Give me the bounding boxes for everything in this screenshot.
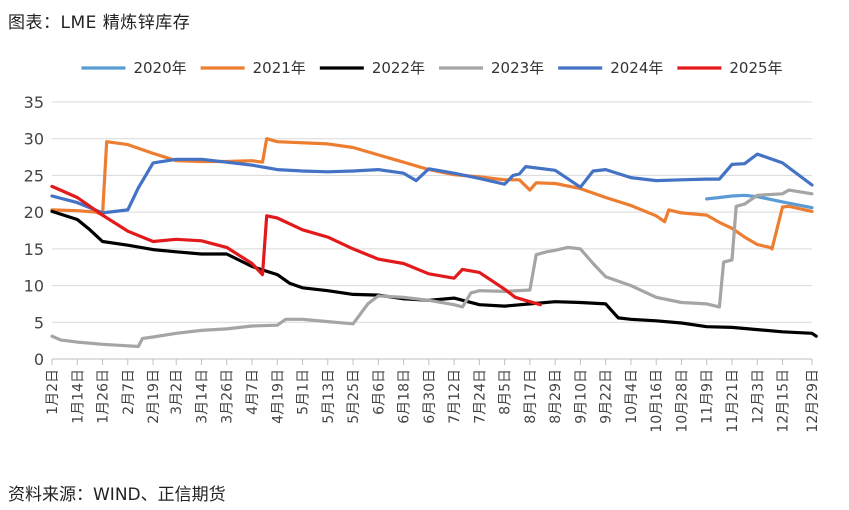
x-tick-label: 1月26日	[96, 369, 112, 424]
series-line-2025年	[50, 184, 542, 307]
x-tick-label: 9月22日	[599, 369, 615, 424]
legend-label-2024年: 2024年	[610, 59, 663, 77]
y-tick-label: 25	[24, 166, 44, 185]
y-tick-label: 35	[24, 93, 44, 112]
x-tick-label: 5月25日	[346, 369, 362, 424]
legend-label-2023年: 2023年	[491, 59, 544, 77]
series-line-2021年	[50, 137, 814, 251]
y-tick-label: 30	[24, 130, 44, 149]
x-tick-label: 12月3日	[750, 369, 766, 424]
x-tick-label: 5月13日	[321, 369, 337, 424]
x-tick-label: 8月17日	[523, 369, 539, 424]
y-tick-label: 0	[34, 350, 44, 369]
x-tick-label: 5月1日	[296, 369, 312, 415]
x-tick-label: 2月7日	[121, 369, 137, 415]
x-tick-label: 12月29日	[805, 369, 821, 433]
x-tick-label: 1月2日	[45, 369, 61, 415]
figure-title: 图表：LME 精炼锌库存	[8, 13, 191, 33]
legend-label-2022年: 2022年	[372, 59, 425, 77]
series-line-2024年	[50, 152, 814, 215]
x-axis: 1月2日 1月14日 1月26日 2月7日 2月19日 3月2日 3月14日 3月26日 4月7…	[45, 359, 821, 433]
x-tick-label: 3月14日	[194, 369, 210, 424]
series-lines	[50, 137, 818, 349]
x-tick-label: 8月29日	[548, 369, 564, 424]
legend-label-2020年: 2020年	[133, 59, 186, 77]
series-line-2023年	[50, 188, 814, 349]
x-tick-label: 4月7日	[245, 369, 261, 415]
x-tick-label: 10月28日	[674, 369, 690, 433]
y-tick-label: 10	[24, 277, 44, 296]
x-tick-label: 8月5日	[498, 369, 514, 415]
x-tick-label: 6月30日	[422, 369, 438, 424]
x-tick-label: 10月16日	[649, 369, 665, 433]
x-tick-label: 2月19日	[146, 369, 162, 424]
figure-source: 资料来源：WIND、正信期货	[8, 485, 226, 505]
x-tick-label: 3月2日	[169, 369, 185, 415]
x-tick-label: 10月4日	[624, 369, 640, 424]
y-axis: 0 5 10 15 20 25 30 35	[24, 93, 44, 369]
x-tick-label: 7月24日	[472, 369, 488, 424]
legend: 2020年 2021年 2022年 2023年 2024年 2025年	[81, 59, 783, 77]
y-tick-label: 20	[24, 203, 44, 222]
legend-label-2025年: 2025年	[729, 59, 782, 77]
x-tick-label: 4月19日	[270, 369, 286, 424]
gridlines	[52, 101, 812, 360]
y-tick-label: 5	[34, 313, 44, 332]
y-tick-label: 15	[24, 240, 44, 259]
x-tick-label: 11月9日	[700, 369, 716, 424]
x-tick-label: 12月15日	[776, 369, 792, 433]
x-tick-label: 6月6日	[371, 369, 387, 415]
x-tick-label: 1月14日	[70, 369, 86, 424]
x-tick-label: 7月12日	[447, 369, 463, 424]
x-tick-label: 11月21日	[725, 369, 741, 433]
x-tick-label: 3月26日	[220, 369, 236, 424]
series-line-2020年	[705, 193, 814, 210]
legend-label-2021年: 2021年	[253, 59, 306, 77]
x-tick-label: 9月10日	[573, 369, 589, 424]
x-tick-label: 6月18日	[397, 369, 413, 424]
